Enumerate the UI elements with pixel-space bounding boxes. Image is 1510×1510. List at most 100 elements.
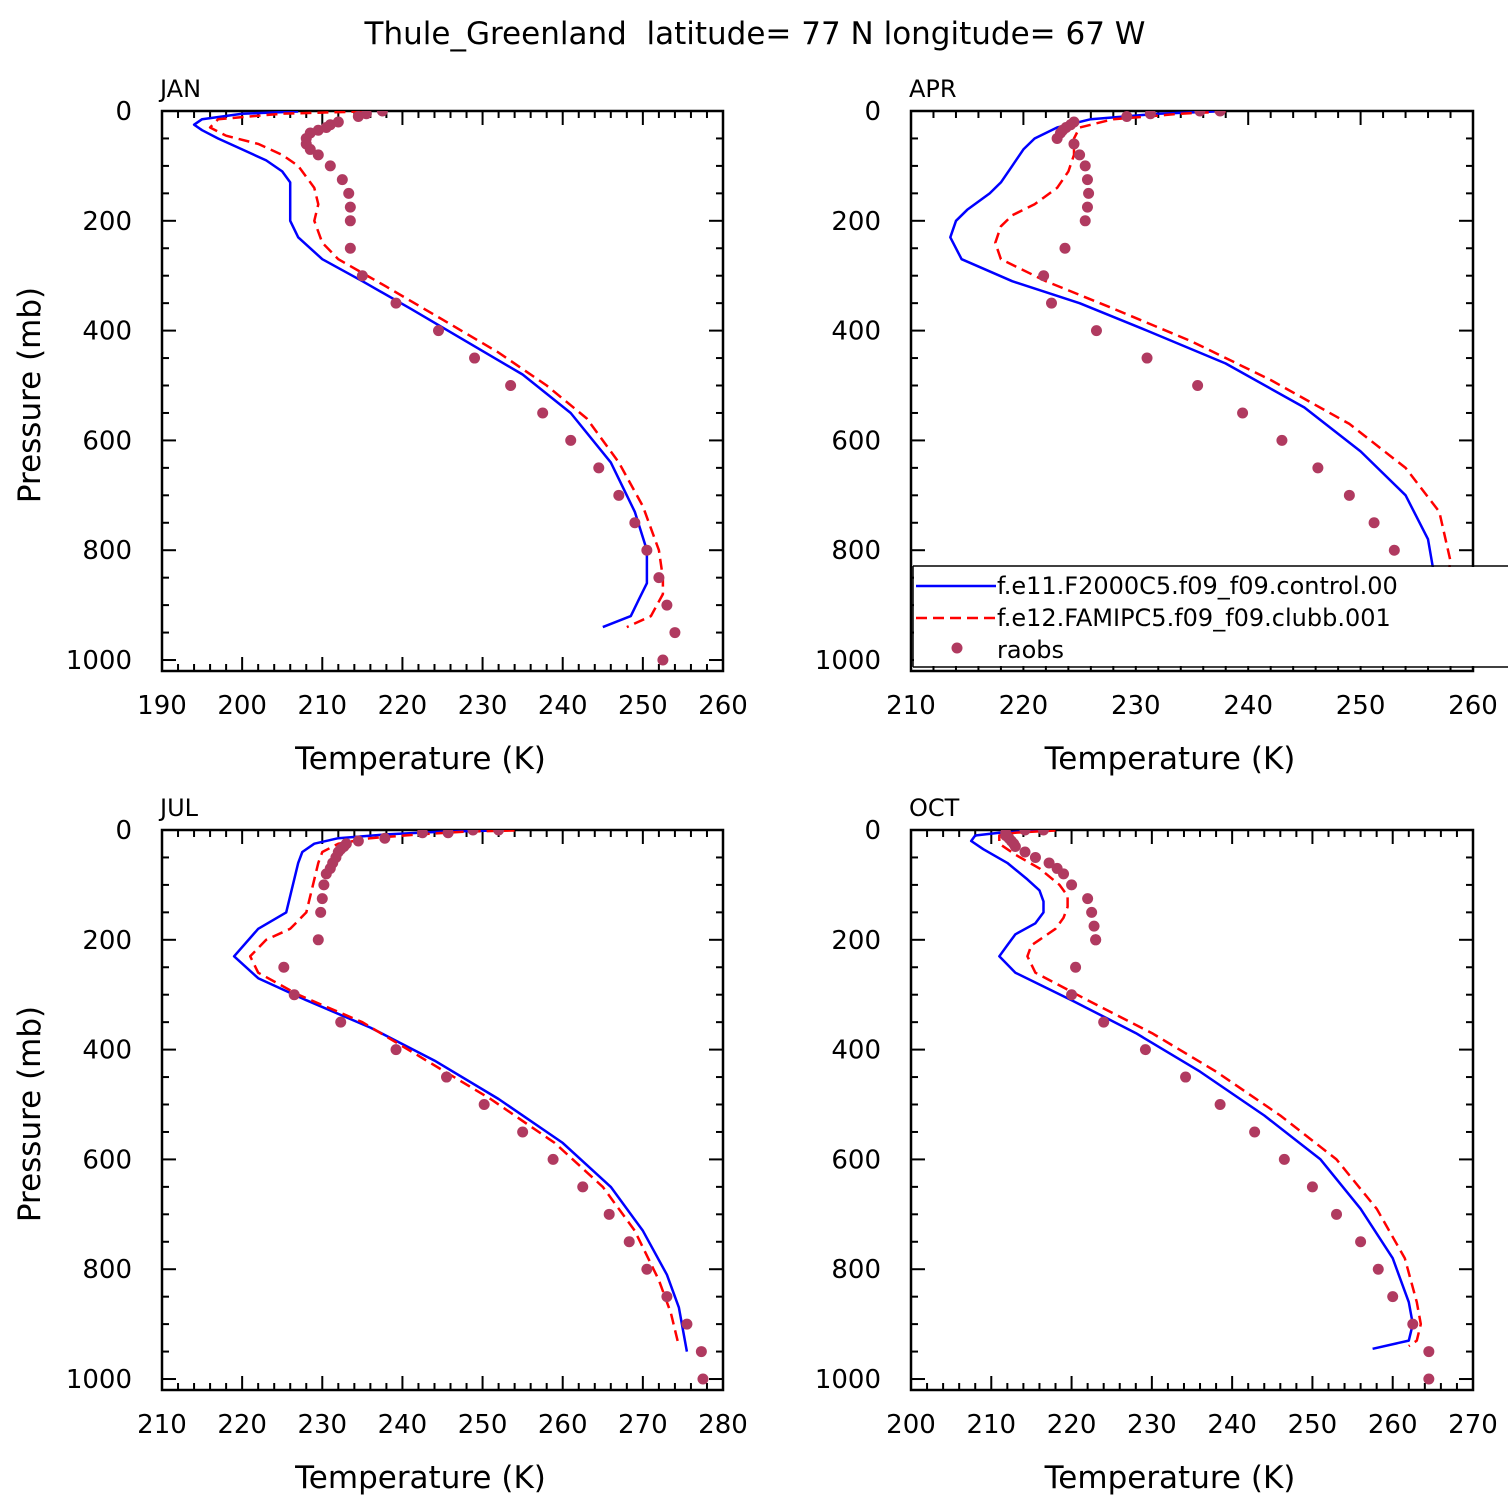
raobs-point — [577, 1181, 589, 1193]
x-tick-label: 250 — [1288, 1410, 1338, 1440]
raobs-point — [416, 830, 428, 839]
panel-jan: JAN 190 200 210 220 230 240 250 260 0 200 400 600 800… — [12, 75, 748, 777]
raobs-point — [1312, 462, 1324, 474]
figure-title: Thule_Greenland latitude= 77 N longitude… — [364, 16, 1146, 52]
y-tick-label: 1000 — [815, 646, 881, 676]
raobs-point — [1368, 517, 1380, 529]
raobs-point — [304, 143, 316, 155]
clubb-line — [994, 111, 1452, 628]
y-axis-label: Pressure (mb) — [12, 287, 48, 503]
raobs-point — [316, 893, 328, 905]
x-tick-label: 210 — [886, 691, 936, 721]
x-tick-label: 250 — [618, 691, 668, 721]
raobs-point — [1331, 1208, 1343, 1220]
x-tick-label: 250 — [458, 1410, 508, 1440]
legend: f.e11.F2000C5.f09_f09.control.00 f.e12.FA… — [912, 565, 1508, 668]
x-tick-label: 260 — [1448, 691, 1498, 721]
raobs-point — [1423, 1346, 1435, 1358]
y-tick-label: 400 — [831, 1036, 881, 1066]
legend-label: f.e11.F2000C5.f09_f09.control.00 — [997, 572, 1398, 600]
x-tick-label: 220 — [378, 691, 428, 721]
raobs-point — [478, 1099, 490, 1111]
raobs-point — [681, 1318, 693, 1330]
raobs-point — [1043, 857, 1055, 869]
raobs-point — [1249, 1126, 1261, 1138]
clubb-line — [248, 830, 681, 1347]
raobs-point — [442, 830, 454, 839]
raobs-point — [379, 832, 391, 844]
raobs-point — [1372, 1263, 1384, 1275]
y-tick-label: 600 — [831, 1145, 881, 1175]
x-tick-label: 280 — [698, 1410, 748, 1440]
raobs-point — [278, 961, 290, 973]
raobs-point — [1276, 434, 1288, 446]
raobs-point — [312, 934, 324, 946]
raobs-point — [1139, 1044, 1151, 1056]
raobs-point — [537, 407, 549, 419]
raobs-point — [1237, 407, 1249, 419]
y-tick-label: 0 — [864, 97, 881, 127]
y-tick-label: 400 — [831, 317, 881, 347]
x-tick-label: 220 — [1047, 1410, 1097, 1440]
raobs-point — [661, 599, 673, 611]
y-tick-label: 200 — [831, 207, 881, 237]
raobs-point — [1141, 352, 1153, 364]
control-line — [192, 111, 649, 629]
raobs-point — [695, 1346, 707, 1358]
raobs-point — [320, 868, 332, 880]
x-tick-label: 240 — [378, 1410, 428, 1440]
raobs-point — [1019, 846, 1031, 858]
x-tick-label: 230 — [1127, 1410, 1177, 1440]
x-tick-label: 210 — [297, 691, 347, 721]
raobs-point — [1081, 201, 1093, 213]
raobs-point — [565, 434, 577, 446]
raobs-point — [517, 1126, 529, 1138]
raobs-point — [1121, 111, 1133, 122]
raobs-point — [390, 1044, 402, 1056]
x-tick-label: 210 — [137, 1410, 187, 1440]
raobs-point — [1082, 893, 1094, 905]
x-tick-label: 200 — [217, 691, 267, 721]
raobs-point — [1090, 325, 1102, 337]
raobs-point — [613, 489, 625, 501]
legend-background — [914, 567, 1508, 666]
raobs-point — [1038, 270, 1050, 282]
panels: JAN 190 200 210 220 230 240 250 260 0 200 400 600 800… — [12, 75, 1498, 1496]
raobs-point — [352, 835, 364, 847]
raobs-point — [344, 201, 356, 213]
x-tick-label: 220 — [217, 1410, 267, 1440]
plot-frame — [160, 828, 725, 1392]
raobs-point — [1214, 111, 1226, 117]
raobs-point — [1083, 187, 1095, 199]
raobs-point — [1079, 215, 1091, 227]
clubb-line — [208, 111, 665, 629]
clubb-line — [998, 830, 1423, 1348]
x-tick-label: 240 — [1223, 691, 1273, 721]
raobs-point — [318, 879, 330, 891]
y-tick-label: 0 — [864, 816, 881, 846]
panel-apr: APR 210 220 230 240 250 260 0 200 400 600 800 1000 Te… — [815, 75, 1498, 777]
raobs-point — [1407, 1318, 1419, 1330]
y-axis-label: Pressure (mb) — [12, 1006, 48, 1222]
series-group — [192, 111, 681, 666]
panel-oct: OCT 200 210 220 230 240 250 260 270 0 200 400 600 800… — [815, 794, 1498, 1496]
raobs-point — [1029, 851, 1041, 863]
raobs-point — [1306, 1181, 1318, 1193]
panel-label: OCT — [909, 794, 960, 822]
raobs-point — [1278, 1153, 1290, 1165]
raobs-point — [697, 1373, 709, 1385]
raobs-point — [1046, 297, 1057, 309]
raobs-point — [467, 830, 479, 836]
legend-marker — [951, 642, 963, 654]
y-tick-label: 800 — [831, 1255, 881, 1285]
raobs-point — [336, 174, 348, 186]
legend-label: f.e12.FAMIPC5.f09_f09.clubb.001 — [997, 604, 1391, 632]
y-tick-label: 0 — [115, 97, 132, 127]
raobs-point — [657, 654, 669, 666]
y-tick-label: 0 — [115, 816, 132, 846]
raobs-point — [603, 1208, 615, 1220]
raobs-point — [505, 380, 517, 392]
y-tick-label: 1000 — [66, 646, 132, 676]
y-tick-label: 200 — [831, 926, 881, 956]
